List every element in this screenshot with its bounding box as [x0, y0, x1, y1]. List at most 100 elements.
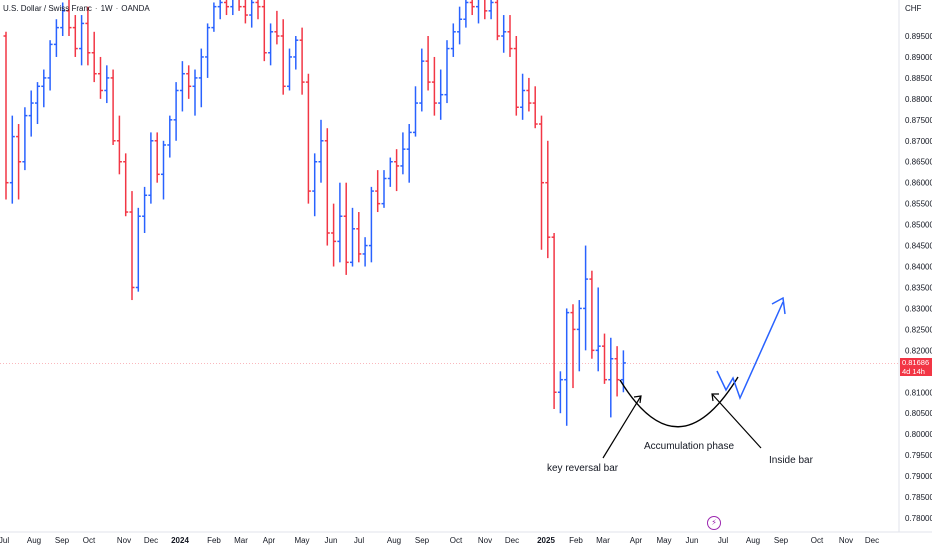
ohlc-bar: [205, 23, 211, 78]
ohlc-bar: [425, 36, 431, 91]
ohlc-bar: [539, 115, 544, 250]
x-tick-label: Nov: [839, 536, 853, 545]
projection-path: [716, 301, 784, 401]
ohlc-bar: [387, 157, 393, 187]
ohlc-bar: [293, 36, 299, 70]
key-reversal-arrowhead: [633, 395, 642, 404]
x-tick-label: Sep: [415, 536, 430, 545]
x-tick-label: Jun: [686, 536, 699, 545]
annotation-accumulation: Accumulation phase: [644, 441, 734, 452]
ohlc-bar: [362, 237, 368, 267]
ohlc-bar: [173, 82, 179, 141]
lightning-icon[interactable]: ⚡: [707, 516, 721, 530]
x-tick-label: Sep: [55, 536, 70, 545]
x-tick-label: Sep: [774, 536, 789, 545]
projection-arrowhead: [771, 296, 786, 315]
x-tick-label: Jul: [718, 536, 728, 545]
ohlc-bar: [60, 2, 66, 36]
ohlc-bar: [28, 90, 34, 137]
interval-label: 1W: [100, 4, 113, 13]
ohlc-bar: [41, 69, 47, 108]
ohlc-bar: [469, 0, 475, 16]
y-tick-label: 0.84000: [905, 263, 932, 272]
ohlc-bar: [476, 0, 480, 24]
y-tick-label: 0.87500: [905, 116, 932, 125]
last-price-tag: 0.81686 4d 14h: [900, 357, 932, 376]
ohlc-bar: [413, 86, 418, 137]
ohlc-bar: [167, 115, 173, 158]
ohlc-bar: [242, 0, 248, 24]
ohlc-bar: [457, 6, 463, 45]
ohlc-bar: [66, 0, 72, 36]
x-tick-label: Oct: [811, 536, 824, 545]
ohlc-bar: [261, 0, 267, 62]
y-tick-label: 0.89000: [905, 53, 932, 62]
ohlc-bar: [135, 207, 141, 292]
x-tick-label: Dec: [865, 536, 879, 545]
ohlc-bar: [595, 287, 601, 372]
ohlc-bar: [438, 69, 444, 120]
ohlc-bar: [381, 170, 387, 208]
y-tick-label: 0.85500: [905, 200, 932, 209]
y-tick-label: 0.88000: [905, 95, 932, 104]
time-axis[interactable]: Jul Aug Sep Oct Nov Dec 2024 Feb Mar Apr May Jun Jul…: [0, 536, 879, 545]
y-tick-label: 0.87000: [905, 137, 932, 146]
x-tick-label: Mar: [234, 536, 248, 545]
ohlc-bars: [3, 0, 626, 426]
ohlc-bar: [484, 0, 488, 20]
ohlc-bar: [9, 115, 15, 204]
y-tick-label: 0.89500: [905, 32, 932, 41]
y-tick-label: 0.86000: [905, 179, 932, 188]
ohlc-bar: [192, 69, 198, 116]
inside-bar-arrowhead: [711, 393, 719, 402]
accumulation-arc: [619, 376, 739, 428]
ohlc-bar: [186, 65, 192, 99]
y-tick-label: 0.84500: [905, 242, 932, 251]
ohlc-bar: [450, 23, 456, 57]
price-axis[interactable]: 0.89500 0.89000 0.88500 0.88000 0.87500 0.870…: [0, 0, 932, 533]
ohlc-bar: [312, 153, 318, 217]
source-label: OANDA: [121, 4, 150, 13]
ohlc-bar: [557, 371, 563, 414]
ohlc-bar: [545, 140, 551, 259]
ohlc-bar: [154, 132, 160, 183]
ohlc-bar: [406, 124, 412, 183]
ohlc-bar: [110, 69, 116, 145]
ohlc-bar: [419, 48, 425, 112]
ohlc-bar: [142, 186, 148, 233]
ohlc-bar: [356, 212, 362, 263]
inside-bar-pointer: [711, 393, 762, 449]
y-tick-label: 0.82500: [905, 325, 932, 334]
ohlc-bar: [463, 0, 469, 28]
ohlc-bar: [608, 337, 614, 418]
ohlc-bar: [520, 73, 526, 120]
x-tick-label: Feb: [569, 536, 583, 545]
symbol-title[interactable]: U.S. Dollar / Swiss Franc · 1W · OANDA: [3, 4, 150, 13]
x-tick-label: May: [656, 536, 671, 545]
y-tick-label: 0.78500: [905, 493, 932, 502]
x-tick-label: Nov: [117, 536, 131, 545]
ohlc-bar: [280, 19, 286, 95]
y-tick-label: 0.81000: [905, 388, 932, 397]
key-reversal-pointer: [602, 395, 642, 459]
x-tick-label: Mar: [596, 536, 610, 545]
ohlc-bar: [79, 15, 85, 66]
ohlc-bar: [583, 245, 589, 351]
y-tick-label: 0.88500: [905, 74, 932, 83]
ohlc-bar: [53, 19, 59, 57]
x-tick-label: Jul: [0, 536, 9, 545]
x-tick-label: Apr: [630, 536, 643, 545]
ohlc-bar: [343, 182, 349, 275]
y-tick-label: 0.83500: [905, 283, 932, 292]
y-tick-label: 0.80000: [905, 430, 932, 439]
y-tick-label: 0.80500: [905, 409, 932, 418]
ohlc-bar: [350, 207, 355, 267]
ohlc-bar: [526, 77, 532, 112]
x-tick-label: Jun: [325, 536, 338, 545]
ohlc-bar: [507, 15, 513, 57]
ohlc-bar: [444, 40, 450, 104]
ohlc-bar: [224, 0, 229, 16]
ohlc-bar: [337, 182, 343, 263]
ohlc-bar: [368, 186, 374, 263]
